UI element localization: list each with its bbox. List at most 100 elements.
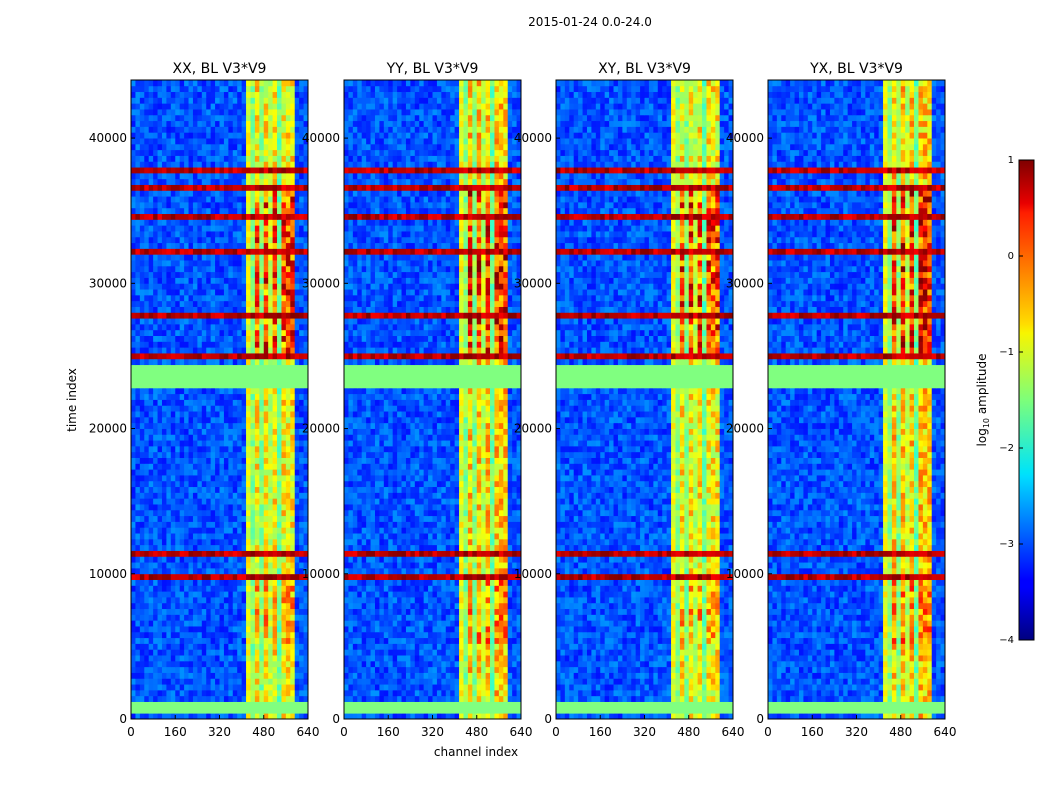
heatmap-cell bbox=[299, 382, 304, 388]
heatmap-cell bbox=[144, 551, 149, 557]
heatmap-cell bbox=[220, 614, 225, 620]
heatmap-cell bbox=[135, 487, 140, 493]
heatmap-cell bbox=[189, 527, 194, 533]
heatmap-cell bbox=[281, 434, 286, 440]
heatmap-cell bbox=[433, 638, 438, 644]
heatmap-cell bbox=[242, 458, 247, 464]
heatmap-cell bbox=[153, 400, 158, 406]
heatmap-cell bbox=[189, 185, 194, 191]
heatmap-cell bbox=[290, 673, 295, 679]
heatmap-cell bbox=[237, 434, 242, 440]
heatmap-cell bbox=[180, 121, 185, 127]
heatmap-cell bbox=[171, 260, 176, 266]
heatmap-cell bbox=[299, 254, 304, 260]
heatmap-cell bbox=[290, 487, 295, 493]
heatmap-cell bbox=[379, 655, 384, 661]
heatmap-cell bbox=[255, 208, 260, 214]
heatmap-cell bbox=[268, 109, 273, 115]
heatmap-cell bbox=[149, 463, 154, 469]
heatmap-cell bbox=[153, 632, 158, 638]
heatmap-cell bbox=[406, 673, 411, 679]
panel-title: XX, BL V3*V9 bbox=[173, 61, 267, 77]
heatmap-cell bbox=[402, 655, 407, 661]
heatmap-cell bbox=[171, 638, 176, 644]
heatmap-cell bbox=[135, 214, 140, 220]
heatmap-cell bbox=[197, 475, 202, 481]
heatmap-cell bbox=[193, 452, 198, 458]
heatmap-cell bbox=[224, 411, 229, 417]
heatmap-cell bbox=[264, 609, 269, 615]
heatmap-cell bbox=[424, 673, 429, 679]
heatmap-cell bbox=[180, 376, 185, 382]
heatmap-cell bbox=[277, 620, 282, 626]
heatmap-cell bbox=[180, 591, 185, 597]
heatmap-cell bbox=[277, 185, 282, 191]
heatmap-cell bbox=[264, 533, 269, 539]
heatmap-cell bbox=[202, 429, 207, 435]
heatmap-cell bbox=[250, 516, 255, 522]
heatmap-cell bbox=[281, 463, 286, 469]
heatmap-cell bbox=[290, 504, 295, 510]
heatmap-cell bbox=[233, 179, 238, 185]
heatmap-cell bbox=[144, 481, 149, 487]
heatmap-cell bbox=[162, 167, 167, 173]
heatmap-cell bbox=[220, 568, 225, 574]
heatmap-cell bbox=[388, 684, 393, 690]
heatmap-cell bbox=[189, 597, 194, 603]
heatmap-cell bbox=[131, 440, 136, 446]
heatmap-cell bbox=[171, 97, 176, 103]
heatmap-cell bbox=[246, 208, 251, 214]
heatmap-cell bbox=[290, 649, 295, 655]
heatmap-cell bbox=[149, 156, 154, 162]
heatmap-cell bbox=[259, 225, 264, 231]
heatmap-cell bbox=[273, 574, 278, 580]
heatmap-cell bbox=[206, 237, 211, 243]
heatmap-cell bbox=[290, 707, 295, 713]
heatmap-cell bbox=[357, 638, 362, 644]
heatmap-cell bbox=[228, 539, 233, 545]
heatmap-cell bbox=[184, 707, 189, 713]
heatmap-cell bbox=[149, 510, 154, 516]
heatmap-cell bbox=[215, 673, 220, 679]
heatmap-cell bbox=[206, 109, 211, 115]
heatmap-cell bbox=[259, 347, 264, 353]
heatmap-cell bbox=[255, 527, 260, 533]
heatmap-cell bbox=[193, 126, 198, 132]
heatmap-cell bbox=[472, 678, 477, 684]
heatmap-cell bbox=[193, 283, 198, 289]
heatmap-cell bbox=[144, 446, 149, 452]
heatmap-cell bbox=[286, 423, 291, 429]
heatmap-cell bbox=[180, 283, 185, 289]
heatmap-cell bbox=[193, 109, 198, 115]
heatmap-cell bbox=[215, 301, 220, 307]
heatmap-cell bbox=[189, 92, 194, 98]
heatmap-cell bbox=[135, 144, 140, 150]
heatmap-cell bbox=[277, 655, 282, 661]
heatmap-cell bbox=[259, 678, 264, 684]
heatmap-cell bbox=[184, 365, 189, 371]
heatmap-cell bbox=[206, 190, 211, 196]
heatmap-cell bbox=[153, 260, 158, 266]
heatmap-cell bbox=[246, 202, 251, 208]
heatmap-cell bbox=[131, 400, 136, 406]
heatmap-cell bbox=[281, 307, 286, 313]
heatmap-cell bbox=[135, 562, 140, 568]
heatmap-cell bbox=[206, 521, 211, 527]
heatmap-cell bbox=[281, 388, 286, 394]
heatmap-cell bbox=[419, 667, 424, 673]
heatmap-cell bbox=[295, 545, 300, 551]
heatmap-cell bbox=[295, 702, 300, 708]
heatmap-cell bbox=[220, 429, 225, 435]
heatmap-cell bbox=[184, 609, 189, 615]
heatmap-cell bbox=[149, 214, 154, 220]
heatmap-cell bbox=[277, 643, 282, 649]
heatmap-cell bbox=[290, 643, 295, 649]
heatmap-cell bbox=[255, 440, 260, 446]
heatmap-cell bbox=[277, 411, 282, 417]
heatmap-cell bbox=[228, 86, 233, 92]
heatmap-cell bbox=[237, 533, 242, 539]
heatmap-cell bbox=[158, 429, 163, 435]
heatmap-cell bbox=[228, 144, 233, 150]
heatmap-cell bbox=[237, 585, 242, 591]
heatmap-cell bbox=[166, 382, 171, 388]
